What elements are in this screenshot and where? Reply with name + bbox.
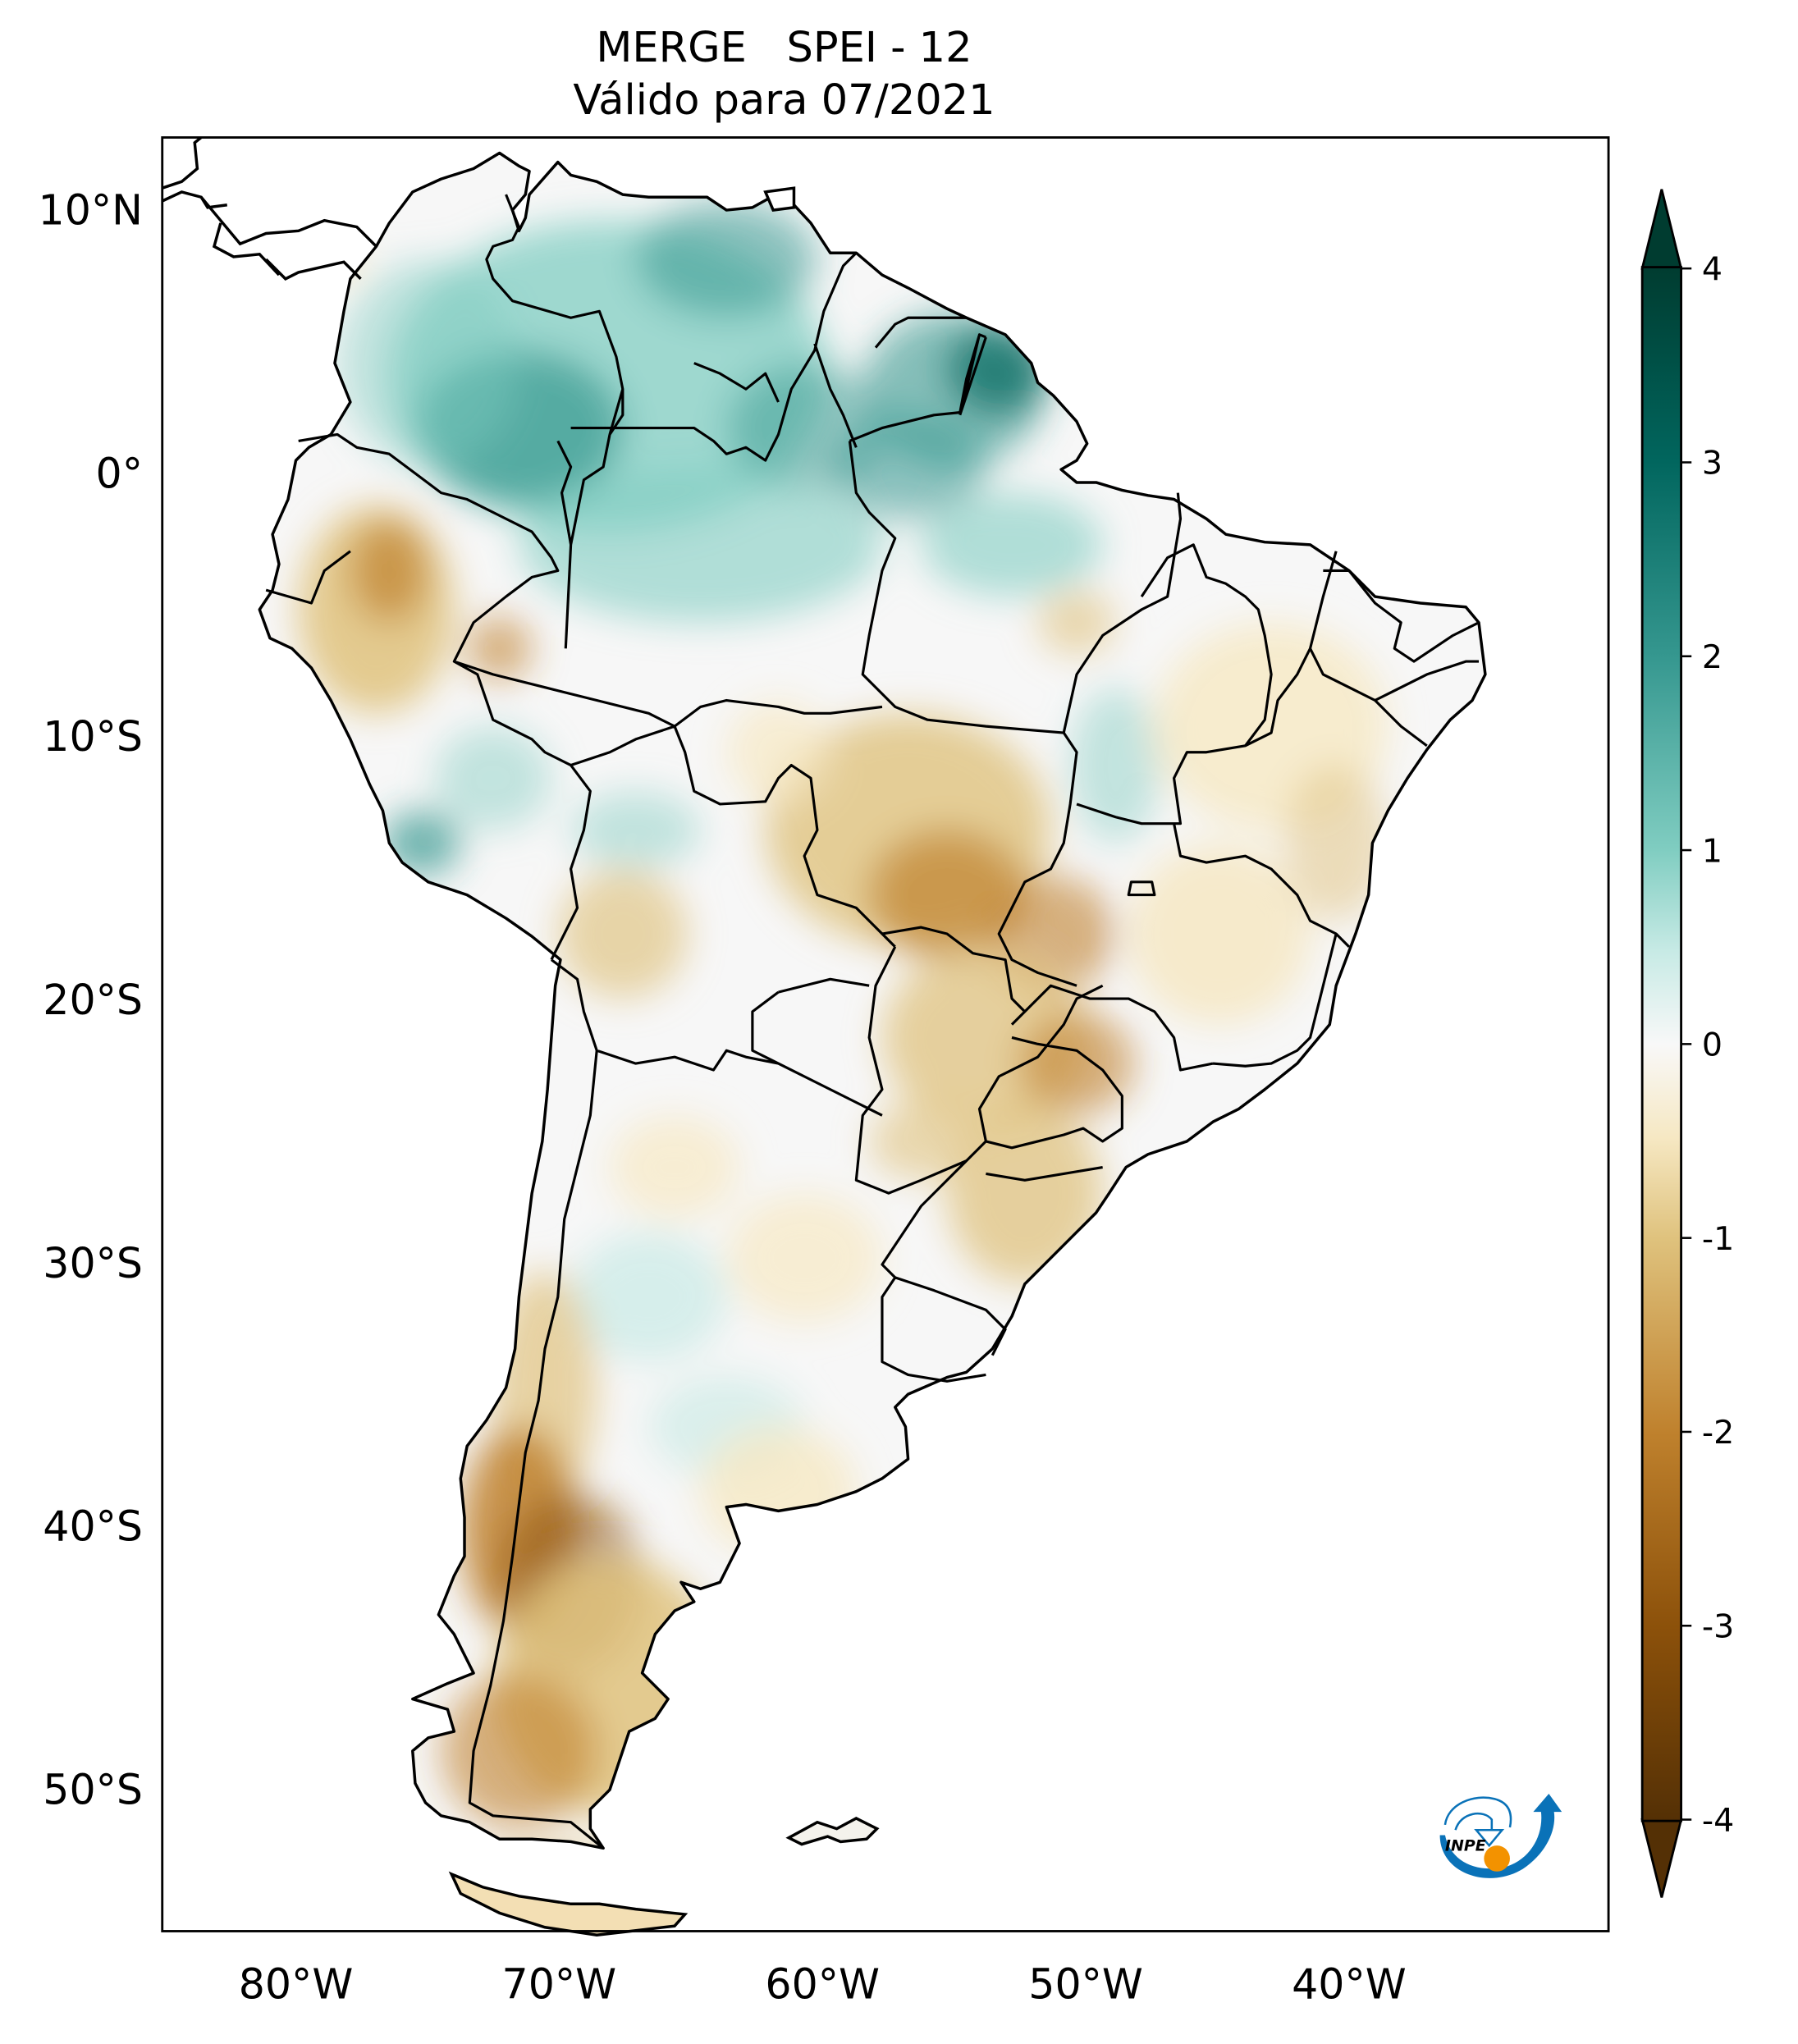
trinidad-island [763, 186, 796, 212]
spei-region-dry [1018, 1011, 1136, 1116]
colorbar-extend-bottom [1640, 1818, 1683, 1898]
colorbar-tick-label: 3 [1702, 445, 1723, 482]
longitude-tick-label: 80°W [239, 1960, 354, 2009]
spei-region-wet [337, 259, 519, 468]
latitude-labels: 10°N 0° 10°S 20°S 30°S 40°S 50°S [39, 185, 143, 1813]
colorbar-tick-label: 0 [1702, 1027, 1723, 1064]
falkland-islands [785, 1817, 880, 1846]
latitude-tick-label: 40°S [43, 1502, 143, 1551]
longitude-tick-label: 50°W [1028, 1960, 1143, 2009]
logo-swirl-outer [1443, 1796, 1512, 1828]
colorbar-tick-label: 4 [1702, 250, 1723, 288]
latitude-tick-label: 10°N [39, 185, 143, 234]
latitude-tick-label: 0° [96, 449, 143, 497]
spei-field [259, 200, 1389, 1829]
spei-region-dry [1128, 843, 1311, 1025]
map-subtitle: Válido para 07/2021 [573, 76, 995, 125]
latitude-tick-label: 20°S [43, 976, 143, 1024]
colorbar-ticks: 4 3 2 1 0 -1 -2 -3 -4 [1681, 250, 1734, 1840]
latitude-tick-label: 50°S [43, 1766, 143, 1814]
colorbar-tick-label: -1 [1702, 1220, 1734, 1258]
coastline [258, 151, 1487, 1850]
colorbar: 4 3 2 1 0 -1 -2 -3 -4 [1640, 189, 1734, 1898]
latitude-tick-label: 10°S [43, 712, 143, 761]
logo-swirl-inner [1454, 1813, 1494, 1831]
logo-arrow-up [1439, 1793, 1562, 1878]
spei-region-dry [726, 700, 830, 804]
longitude-tick-label: 40°W [1292, 1960, 1407, 2009]
map-frame [161, 136, 1610, 1932]
colorbar-tick-label: -3 [1702, 1607, 1734, 1645]
longitude-labels: 80°W 70°W 60°W 50°W 40°W [239, 1960, 1407, 2009]
logo-text: INPE [1445, 1836, 1486, 1854]
longitude-tick-label: 70°W [502, 1960, 617, 2009]
spei-region-dry [350, 519, 428, 623]
spei-region-dry [441, 1672, 597, 1829]
map-area [161, 136, 1615, 1955]
map-title: MERGE SPEI - 12 [596, 24, 972, 72]
spei-region-dry [467, 615, 533, 681]
spei-region-wet [382, 810, 461, 876]
spei-region-wet [570, 1232, 727, 1362]
colorbar-tick-label: 1 [1702, 832, 1723, 870]
spei-region-dry [869, 1102, 973, 1181]
longitude-tick-label: 60°W [765, 1960, 880, 2009]
latitude-tick-label: 30°S [43, 1239, 143, 1287]
spei-region-dry [869, 830, 1025, 960]
colorbar-tick-label: 2 [1702, 638, 1723, 676]
spei-region-wet [921, 492, 1103, 597]
spei-region-dry [726, 1193, 882, 1324]
logo-arrow-down [1474, 1828, 1505, 1848]
colorbar-extend-top [1640, 189, 1683, 270]
logo-sun [1484, 1845, 1510, 1872]
tierra-del-fuego [448, 1871, 689, 1937]
spei-region-wet [830, 414, 986, 519]
spei-region-dry [1037, 590, 1116, 656]
spei-region-dry [1283, 765, 1389, 921]
spei-region-wet [1070, 687, 1161, 844]
central-america-borders [162, 137, 377, 281]
country-state-borders [265, 194, 1480, 1850]
spei-region-wet [519, 467, 882, 623]
colorbar-body [1640, 266, 1683, 1822]
spei-region-dry [557, 868, 688, 999]
colorbar-tick-label: -4 [1702, 1802, 1734, 1840]
colorbar-tick-label: -2 [1702, 1414, 1734, 1452]
spei-region-wet [434, 726, 551, 830]
spei-region-wet [635, 200, 817, 318]
inpe-logo: INPE [1439, 1793, 1562, 1878]
spei-region-dry [946, 1102, 1103, 1284]
spei-region-dry [610, 1115, 740, 1219]
spei-region-wet [570, 791, 701, 869]
